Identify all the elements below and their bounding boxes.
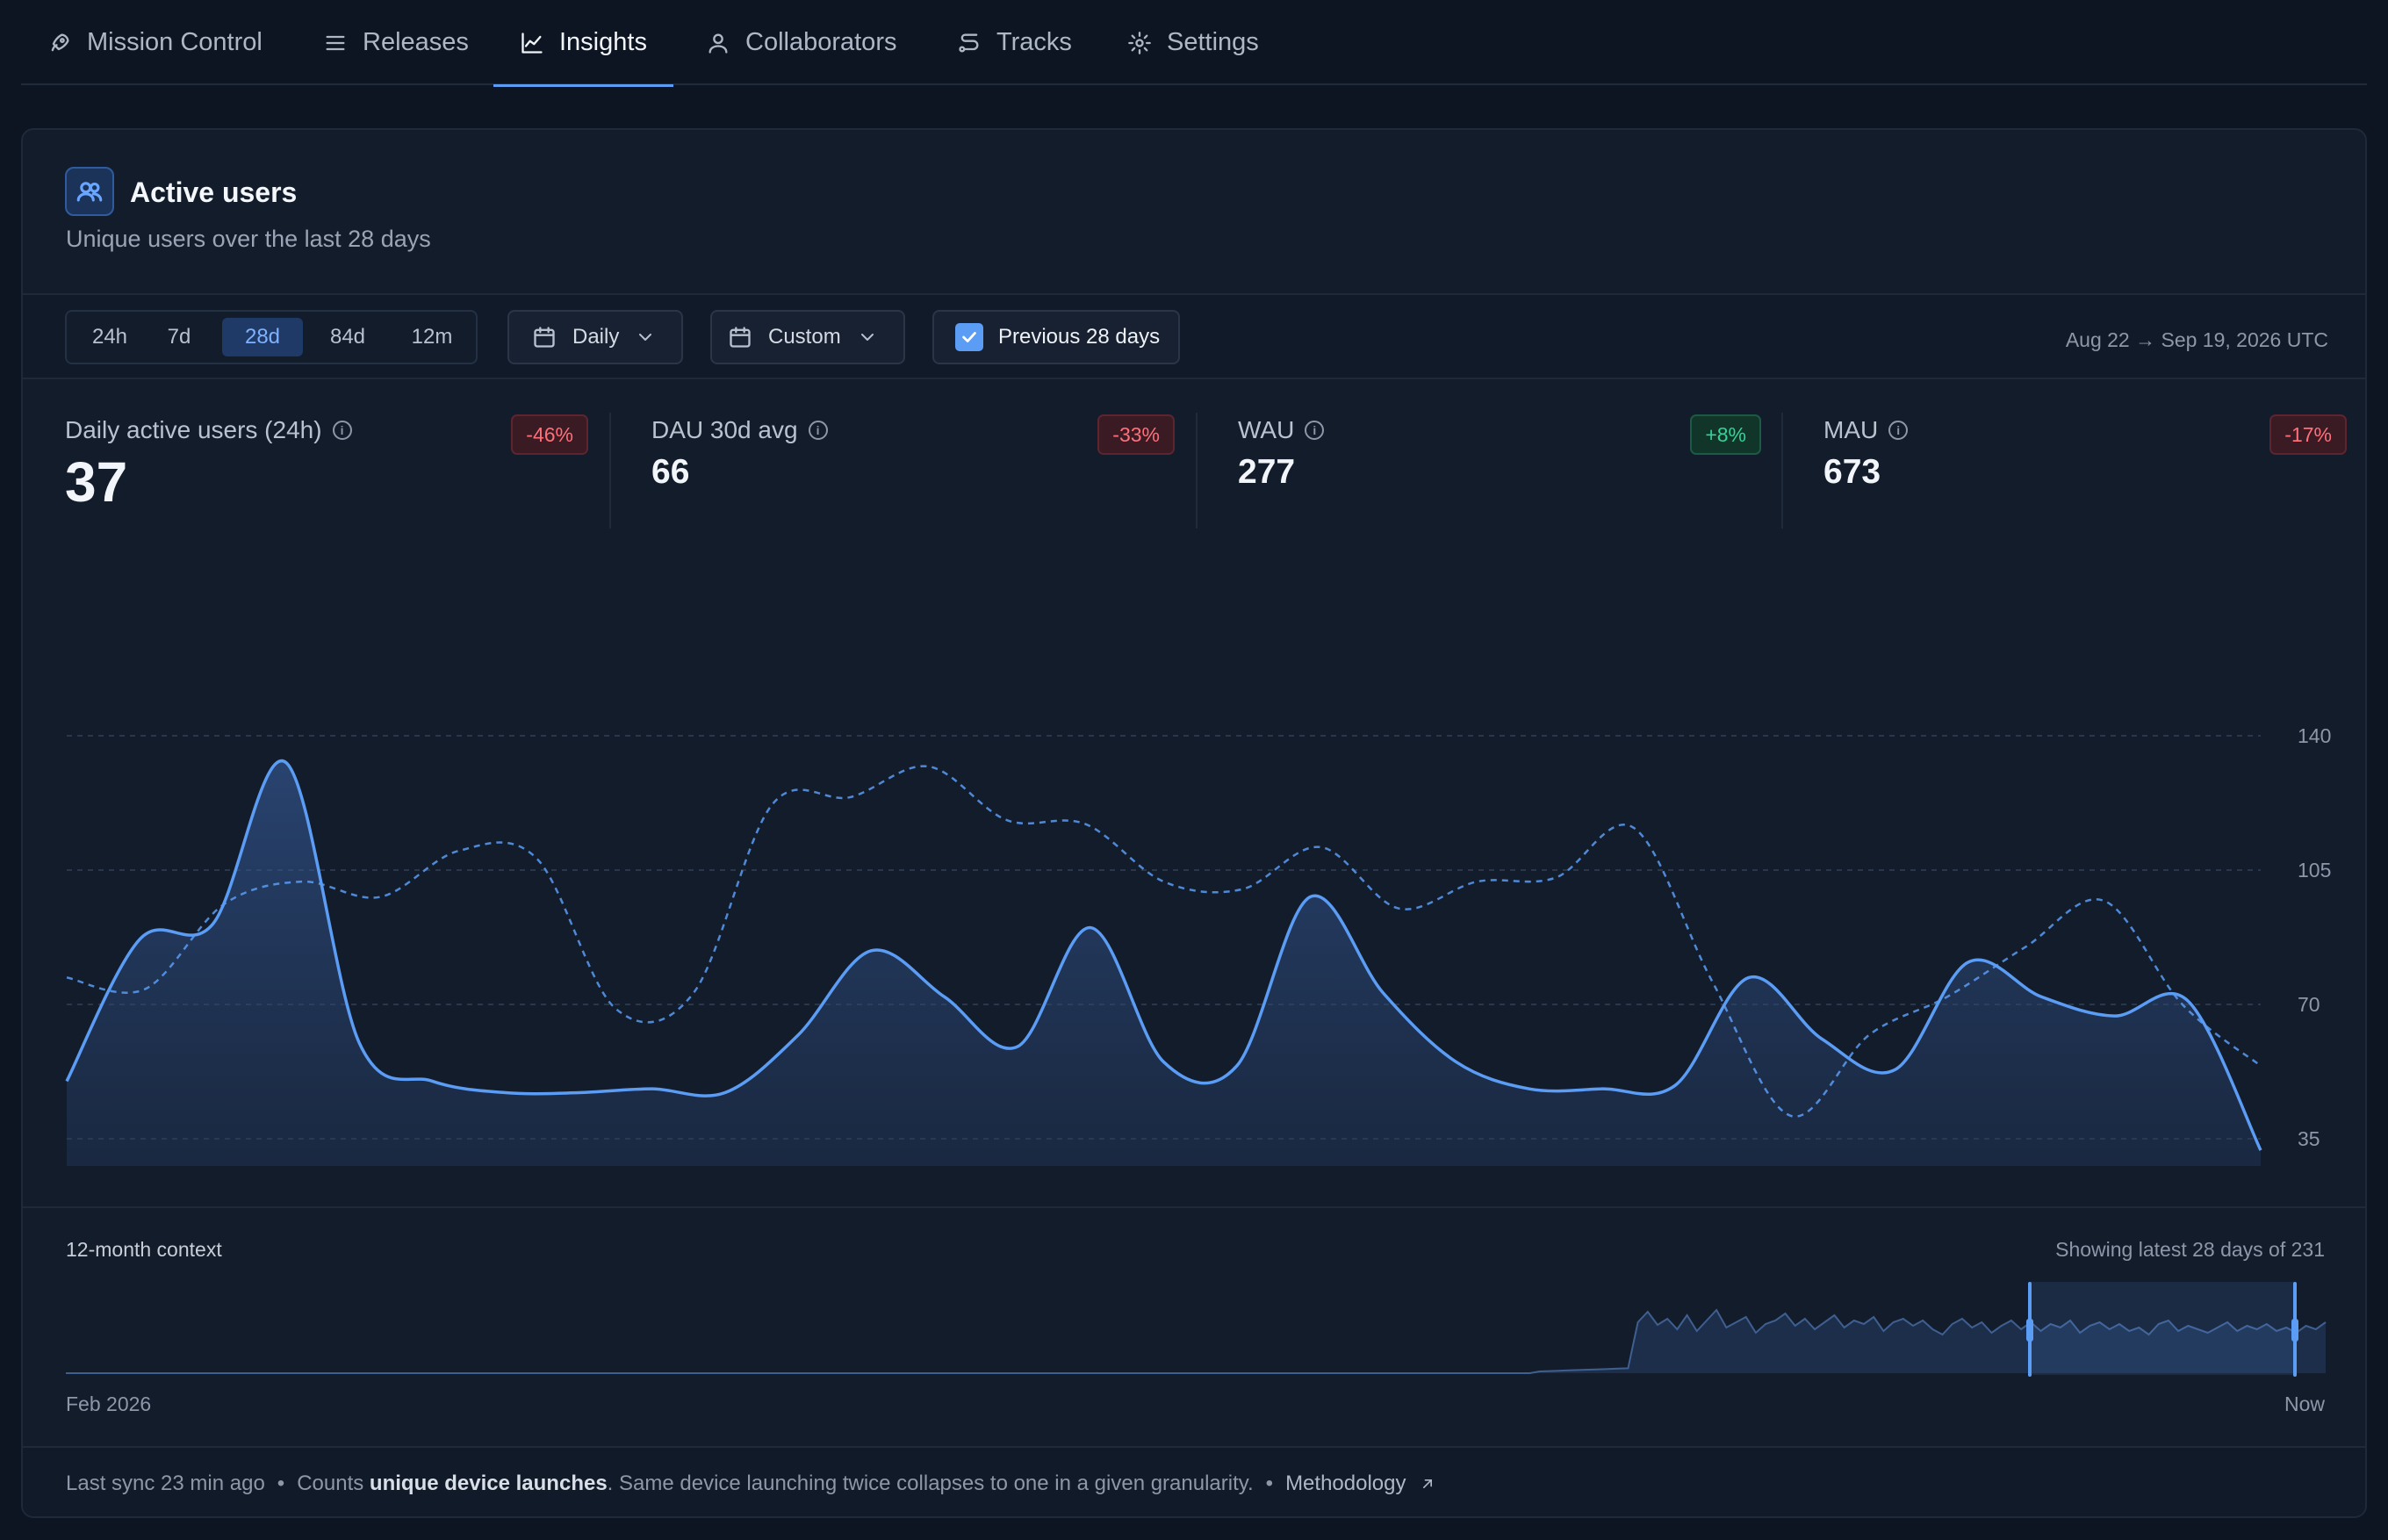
compare-label: Previous 28 days — [998, 325, 1161, 349]
y-tick-label: 140 — [2298, 724, 2331, 747]
chevron-down-icon — [639, 334, 652, 341]
tab-collaborators[interactable]: Collaborators — [706, 0, 896, 85]
granularity-value: Daily — [572, 325, 620, 349]
range-12m-button[interactable]: 12m — [411, 325, 453, 349]
kpi-divider — [1196, 413, 1198, 529]
chevron-down-icon — [860, 334, 874, 341]
kpi-value: 673 — [1823, 453, 1881, 491]
active-users-card: Active users Unique users over the last … — [21, 128, 2367, 1518]
tab-label: Collaborators — [745, 28, 897, 56]
delta-badge: -17% — [2269, 414, 2347, 455]
methodology-link[interactable]: Methodology — [1285, 1472, 1435, 1496]
external-link-icon — [1422, 1479, 1432, 1488]
kpi-value: 37 — [65, 450, 128, 514]
tab-label: Insights — [559, 28, 647, 56]
user-icon — [708, 33, 728, 54]
checkbox-checked-icon[interactable] — [955, 323, 983, 351]
kpi-label: Daily active users (24h) i — [65, 416, 352, 444]
kpi-dau: Daily active users (24h) i 37 -46% — [23, 379, 609, 527]
y-tick-label: 35 — [2298, 1127, 2320, 1150]
range-24h-button[interactable]: 24h — [91, 325, 128, 349]
context-area — [66, 1310, 2326, 1373]
users-icon — [65, 167, 114, 216]
tracks-icon — [959, 33, 979, 52]
separator-dot: • — [277, 1472, 285, 1495]
kpi-divider — [609, 413, 611, 529]
y-tick-label: 70 — [2298, 993, 2320, 1016]
kpi-value: 277 — [1238, 453, 1296, 491]
calendar-icon — [730, 327, 751, 348]
divider — [23, 1206, 2365, 1208]
tab-insights[interactable]: Insights — [493, 0, 673, 87]
previous-series-line — [66, 765, 2262, 1118]
tab-tracks[interactable]: Tracks — [957, 0, 1072, 85]
handle-grip[interactable] — [2026, 1319, 2033, 1342]
sync-status: Last sync 23 min ago — [66, 1472, 265, 1495]
tab-settings[interactable]: Settings — [1127, 0, 1259, 85]
active-users-chart: 14010570350Aug 22Aug 28Sep 3Sep 9Sep 15 — [65, 724, 2331, 1166]
current-series-line — [65, 759, 2262, 1151]
chart-toolbar: 24h 7d 28d 84d 12m Daily Custom Previous… — [23, 293, 2365, 379]
calendar-icon — [534, 327, 555, 348]
delta-badge: -33% — [1097, 414, 1175, 455]
delta-badge: -46% — [511, 414, 588, 455]
compare-previous-toggle[interactable]: Previous 28 days — [932, 310, 1180, 364]
info-icon[interactable]: i — [332, 421, 352, 440]
delta-badge: +8% — [1690, 414, 1761, 455]
kpi-mau: MAU i 673 -17% — [1781, 379, 2365, 527]
info-icon[interactable]: i — [1888, 421, 1909, 440]
y-tick-label: 105 — [2298, 859, 2331, 882]
list-icon — [326, 35, 345, 50]
kpi-wau: WAU i 277 +8% — [1196, 379, 1782, 527]
date-range-label: Aug 22 → Sep 19, 2026 UTC — [2065, 328, 2328, 351]
chart-icon — [521, 32, 543, 54]
kpi-value: 66 — [651, 453, 690, 491]
context-title: 12-month context — [66, 1238, 222, 1261]
range-28d-button[interactable]: 28d — [222, 318, 303, 356]
current-series-area — [67, 760, 2261, 1166]
tab-releases[interactable]: Releases — [323, 0, 469, 85]
card-footer: Last sync 23 min ago • Counts unique dev… — [23, 1446, 2365, 1516]
context-end-label: Now — [2284, 1392, 2325, 1415]
tab-label: Settings — [1167, 28, 1259, 56]
kpi-label: WAU i — [1238, 416, 1325, 444]
info-icon[interactable]: i — [1305, 421, 1325, 440]
counts-bold: unique device launches — [369, 1472, 608, 1495]
card-subtitle: Unique users over the last 28 days — [66, 226, 431, 252]
top-nav: Mission Control Releases Insights Collab… — [21, 0, 2367, 87]
info-icon[interactable]: i — [808, 421, 828, 440]
kpi-divider — [1781, 413, 1783, 529]
separator-dot: • — [1265, 1472, 1274, 1495]
context-line — [66, 1308, 2327, 1374]
handle-grip[interactable] — [2291, 1319, 2298, 1342]
granularity-dropdown[interactable]: Daily — [507, 310, 683, 364]
kpi-dau-avg: DAU 30d avg i 66 -33% — [609, 379, 1196, 527]
tab-label: Tracks — [996, 28, 1072, 56]
range-84d-button[interactable]: 84d — [329, 325, 366, 349]
kpi-label: MAU i — [1823, 416, 1909, 444]
card-title: Active users — [130, 176, 298, 208]
range-selector: 24h 7d 28d 84d 12m — [65, 310, 478, 364]
context-start-label: Feb 2026 — [66, 1392, 152, 1415]
range-7d-button[interactable]: 7d — [167, 325, 191, 349]
selection-window — [2030, 1282, 2295, 1375]
rocket-icon — [51, 33, 69, 51]
counts-suffix: . Same device launching twice collapses … — [607, 1472, 1254, 1495]
period-dropdown[interactable]: Custom — [710, 310, 905, 364]
context-minimap[interactable] — [65, 1277, 2327, 1385]
period-value: Custom — [768, 325, 841, 349]
counts-prefix: Counts — [297, 1472, 364, 1495]
gear-icon — [1128, 31, 1151, 54]
tab-mission-control[interactable]: Mission Control — [47, 0, 263, 85]
tab-label: Mission Control — [87, 28, 263, 56]
kpi-label: DAU 30d avg i — [651, 416, 828, 444]
tab-label: Releases — [363, 28, 469, 56]
context-showing-label: Showing latest 28 days of 231 — [2055, 1238, 2325, 1261]
